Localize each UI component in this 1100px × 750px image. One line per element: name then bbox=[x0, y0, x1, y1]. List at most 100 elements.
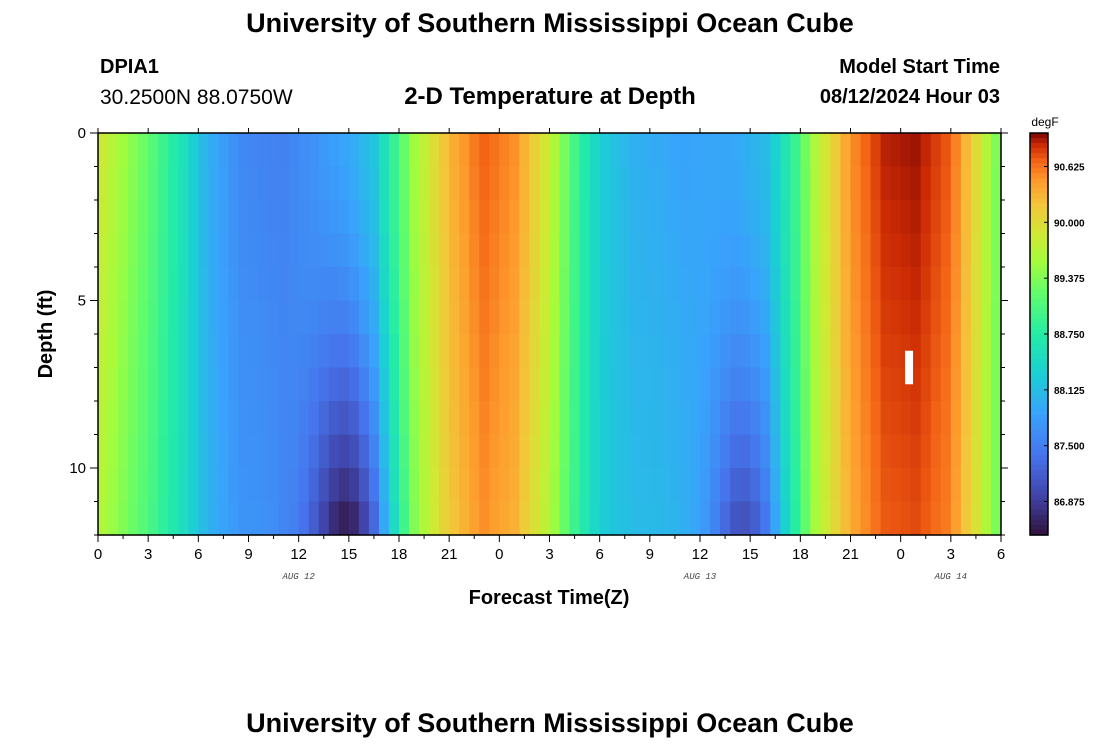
heatmap-cell bbox=[368, 200, 380, 235]
heatmap-cell bbox=[890, 334, 902, 369]
colorbar-segment bbox=[1030, 519, 1048, 526]
heatmap-cell bbox=[138, 200, 149, 235]
heatmap-cell bbox=[619, 233, 631, 268]
heatmap-cell bbox=[128, 300, 139, 335]
heatmap-cell bbox=[539, 267, 551, 302]
heatmap-cell bbox=[328, 300, 340, 335]
heatmap-cell bbox=[308, 501, 320, 536]
heatmap-cell bbox=[459, 501, 470, 536]
heatmap-cell bbox=[98, 501, 109, 536]
heatmap-cell bbox=[960, 233, 972, 268]
heatmap-cell bbox=[298, 300, 310, 335]
heatmap-cell bbox=[850, 434, 862, 469]
heatmap-cell bbox=[459, 334, 470, 369]
heatmap-cell bbox=[499, 434, 510, 469]
heatmap-cell bbox=[308, 133, 320, 168]
heatmap-cell bbox=[559, 233, 571, 268]
heatmap-cell bbox=[599, 267, 611, 302]
heatmap-cell bbox=[268, 200, 280, 235]
heatmap-cell bbox=[850, 501, 862, 536]
heatmap-cell bbox=[920, 300, 932, 335]
heatmap-cell bbox=[358, 267, 370, 302]
heatmap-cell bbox=[589, 334, 601, 369]
heatmap-cell bbox=[649, 367, 661, 402]
heatmap-cell bbox=[940, 200, 952, 235]
heatmap-cell bbox=[730, 133, 741, 168]
heatmap-cell bbox=[940, 166, 952, 201]
heatmap-cell bbox=[649, 434, 661, 469]
heatmap-cell bbox=[830, 200, 842, 235]
heatmap-cell bbox=[880, 401, 892, 436]
heatmap-cell bbox=[118, 367, 129, 402]
heatmap-cell bbox=[238, 501, 250, 536]
heatmap-cell bbox=[830, 468, 842, 503]
heatmap-cell bbox=[900, 468, 912, 503]
heatmap-cell bbox=[960, 200, 972, 235]
heatmap-cell bbox=[720, 233, 731, 268]
heatmap-cell bbox=[409, 166, 420, 201]
heatmap-cell bbox=[509, 166, 520, 201]
heatmap-cell bbox=[419, 501, 430, 536]
heatmap-cell bbox=[268, 133, 280, 168]
heatmap-cell bbox=[990, 166, 1002, 201]
heatmap-cell bbox=[780, 133, 791, 168]
heatmap-cell bbox=[730, 468, 741, 503]
heatmap-cell bbox=[489, 367, 500, 402]
heatmap-cell bbox=[178, 401, 189, 436]
heatmap-cell bbox=[569, 166, 581, 201]
heatmap-cell bbox=[720, 501, 731, 536]
heatmap-cell bbox=[378, 233, 390, 268]
heatmap-cell bbox=[188, 200, 199, 235]
heatmap-cell bbox=[358, 133, 370, 168]
heatmap-cell bbox=[619, 133, 631, 168]
heatmap-cell bbox=[629, 166, 641, 201]
heatmap-cell bbox=[659, 267, 671, 302]
heatmap-cell bbox=[730, 367, 741, 402]
heatmap-cell bbox=[148, 334, 159, 369]
heatmap-cell bbox=[860, 200, 872, 235]
heatmap-cell bbox=[649, 501, 661, 536]
heatmap-cell bbox=[629, 200, 641, 235]
heatmap-cell bbox=[980, 501, 992, 536]
heatmap-cell bbox=[619, 434, 631, 469]
heatmap-cell bbox=[198, 401, 209, 436]
heatmap-cell bbox=[619, 367, 631, 402]
heatmap-cell bbox=[338, 468, 350, 503]
heatmap-cell bbox=[599, 233, 611, 268]
heatmap-cell bbox=[970, 300, 982, 335]
heatmap-cell bbox=[950, 133, 962, 168]
heatmap-cell bbox=[469, 267, 480, 302]
heatmap-cell bbox=[148, 233, 159, 268]
heatmap-cell bbox=[318, 267, 330, 302]
heatmap-cell bbox=[188, 367, 199, 402]
heatmap-cell bbox=[790, 200, 801, 235]
heatmap-cell bbox=[298, 133, 310, 168]
heatmap-cell bbox=[639, 267, 651, 302]
heatmap-cell bbox=[238, 367, 250, 402]
heatmap-cell bbox=[980, 468, 992, 503]
heatmap-cell bbox=[308, 401, 320, 436]
heatmap-cell bbox=[649, 334, 661, 369]
heatmap-cell bbox=[649, 200, 661, 235]
colorbar-segment bbox=[1030, 148, 1048, 154]
heatmap-cell bbox=[710, 233, 721, 268]
heatmap-cell bbox=[860, 401, 872, 436]
heatmap-cell bbox=[609, 166, 621, 201]
heatmap-cell bbox=[399, 300, 410, 335]
heatmap-cell bbox=[770, 468, 781, 503]
heatmap-cell bbox=[449, 367, 460, 402]
heatmap-cell bbox=[258, 267, 270, 302]
heatmap-cell bbox=[469, 468, 480, 503]
heatmap-cell bbox=[599, 166, 611, 201]
heatmap-cell bbox=[368, 434, 380, 469]
heatmap-cell bbox=[840, 267, 852, 302]
heatmap-cell bbox=[268, 166, 280, 201]
heatmap-cell bbox=[960, 468, 972, 503]
heatmap-cell bbox=[639, 367, 651, 402]
heatmap-cell bbox=[419, 468, 430, 503]
heatmap-cell bbox=[930, 233, 942, 268]
heatmap-cell bbox=[318, 468, 330, 503]
colorbar-segment bbox=[1030, 339, 1048, 345]
heatmap-cell bbox=[700, 233, 711, 268]
heatmap-cell bbox=[98, 434, 109, 469]
